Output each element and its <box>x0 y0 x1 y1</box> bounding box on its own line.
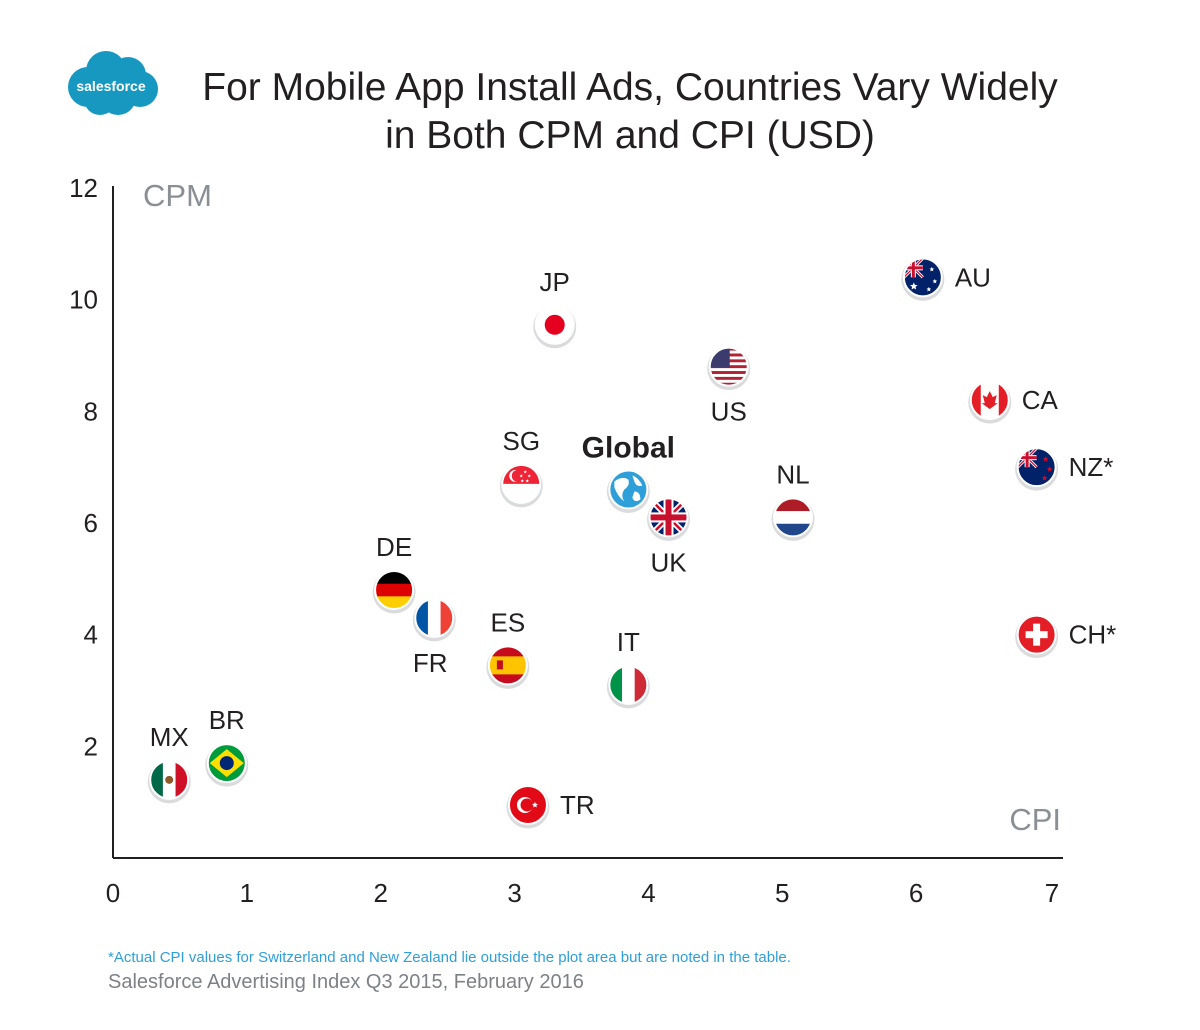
data-point: CA <box>968 380 1059 424</box>
y-axis-label: CPM <box>143 178 212 213</box>
data-point: SG <box>499 426 543 508</box>
point-marker-ring <box>648 497 689 538</box>
point-label: TR <box>560 790 595 820</box>
point-marker-ring <box>507 784 548 825</box>
point-label: US <box>711 397 747 427</box>
point-marker-ring <box>534 304 575 345</box>
x-tick-label: 5 <box>775 878 789 908</box>
data-point: MX <box>147 722 191 804</box>
spain-flag-icon <box>488 646 527 685</box>
turkey-flag-icon <box>508 785 547 824</box>
point-label: BR <box>209 705 245 735</box>
point-label: CA <box>1022 385 1059 415</box>
point-marker-ring <box>1016 447 1057 488</box>
y-tick-label: 4 <box>84 620 98 650</box>
data-point: ES <box>486 607 530 689</box>
globe-icon <box>609 470 648 509</box>
x-tick-label: 6 <box>909 878 923 908</box>
point-marker-ring <box>487 645 528 686</box>
point-label: ES <box>491 607 526 637</box>
y-tick-label: 6 <box>84 508 98 538</box>
point-marker-ring <box>374 570 415 610</box>
chart-title-line-1: For Mobile App Install Ads, Countries Va… <box>202 66 1058 109</box>
point-label: NL <box>776 459 809 489</box>
footnote: *Actual CPI values for Switzerland and N… <box>108 949 791 966</box>
x-tick-label: 7 <box>1045 878 1059 908</box>
brazil-flag-icon <box>207 744 246 783</box>
usa-flag-icon <box>709 347 748 386</box>
point-marker-ring <box>206 743 247 784</box>
x-tick-label: 1 <box>240 878 254 908</box>
source-note: Salesforce Advertising Index Q3 2015, Fe… <box>108 971 584 993</box>
y-tick-label: 8 <box>84 396 98 426</box>
logo-cloud-part <box>84 83 116 115</box>
x-tick-label: 2 <box>373 878 387 908</box>
point-label: DE <box>376 532 412 562</box>
data-point: BR <box>205 705 249 787</box>
x-tick-label: 0 <box>106 878 120 908</box>
data-point: FR <box>412 597 456 678</box>
data-point: NL <box>771 459 815 541</box>
data-point: DE <box>372 532 416 614</box>
y-tick-label: 12 <box>69 173 98 203</box>
x-tick-label: 3 <box>507 878 521 908</box>
new-zealand-flag-icon <box>1017 448 1056 487</box>
data-points: AU JP US CA NZ* SG Global UK NL DE FR ES IT CH* BR MX TR <box>147 257 1117 829</box>
point-label: FR <box>413 648 448 678</box>
y-tick-label: 10 <box>69 285 98 315</box>
point-label: IT <box>617 627 640 657</box>
data-point: Global <box>582 432 675 513</box>
point-marker-ring <box>149 759 190 800</box>
y-tick-label: 2 <box>84 731 98 761</box>
point-marker-ring <box>708 346 749 387</box>
point-label: NZ* <box>1069 452 1114 482</box>
point-marker-ring <box>902 257 943 298</box>
data-point: AU <box>901 257 991 301</box>
data-point: NZ* <box>1015 447 1114 491</box>
point-label: CH* <box>1069 620 1117 650</box>
data-point: IT <box>606 627 650 709</box>
salesforce-logo: salesforce <box>68 51 158 115</box>
uk-flag-icon <box>649 498 688 537</box>
point-marker-ring <box>1016 614 1057 655</box>
data-point: JP <box>533 267 577 349</box>
point-marker-ring <box>608 469 649 510</box>
data-point: UK <box>647 497 691 577</box>
x-axis-label: CPI <box>1009 802 1061 837</box>
point-label: JP <box>540 267 570 297</box>
chart-title-line-2: in Both CPM and CPI (USD) <box>385 114 875 157</box>
singapore-flag-icon <box>502 464 541 503</box>
australia-flag-icon <box>903 258 942 297</box>
canada-flag-icon <box>970 381 1009 420</box>
x-tick-label: 4 <box>641 878 655 908</box>
point-marker-ring <box>608 664 649 705</box>
point-label: SG <box>502 426 540 456</box>
point-marker-ring <box>414 597 455 638</box>
point-marker-ring <box>772 497 813 538</box>
switzerland-flag-icon <box>1017 615 1056 654</box>
point-label: Global <box>582 432 675 465</box>
japan-flag-icon <box>535 305 574 344</box>
logo-text: salesforce <box>76 78 145 94</box>
point-label: UK <box>650 547 687 577</box>
point-label: MX <box>150 722 189 752</box>
data-point: US <box>707 346 751 427</box>
data-point: TR <box>506 784 595 829</box>
point-marker-ring <box>501 463 542 504</box>
data-point: CH* <box>1015 614 1117 659</box>
point-label: AU <box>955 262 991 292</box>
point-marker-ring <box>969 380 1010 421</box>
